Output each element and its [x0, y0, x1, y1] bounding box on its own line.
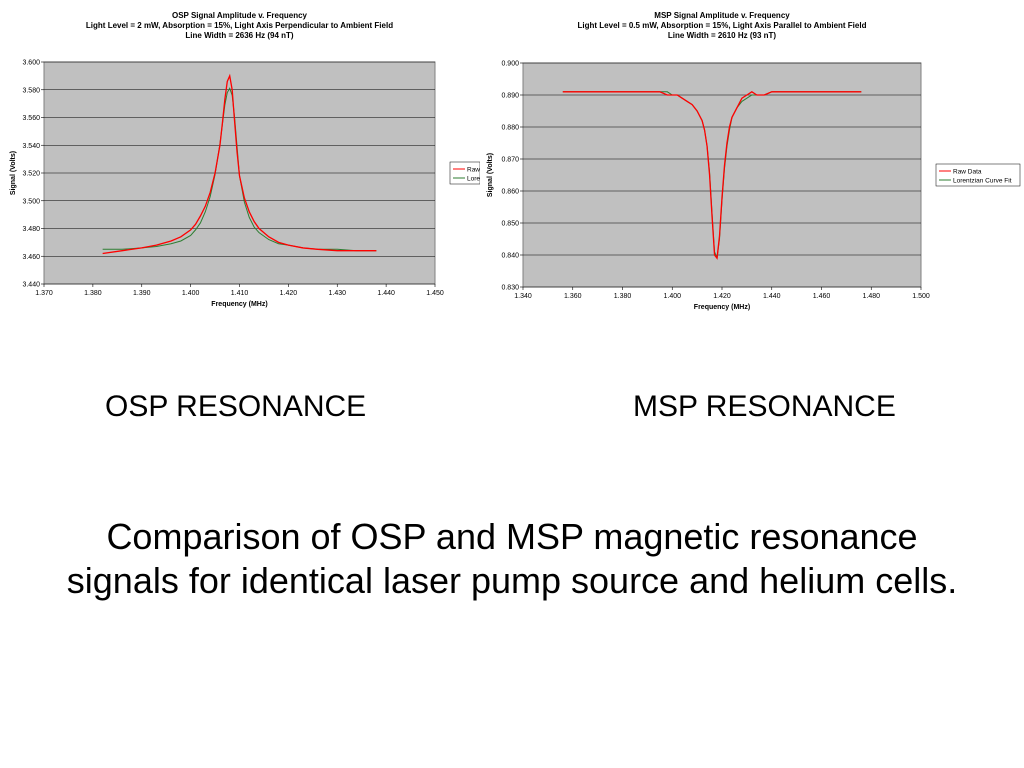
- osp-y-tick-label: 3.480: [22, 226, 40, 233]
- osp-resonance-caption: OSP RESONANCE: [105, 390, 367, 423]
- msp-chart-subtitle-1: Light Level = 0.5 mW, Absorption = 15%, …: [578, 21, 867, 30]
- msp-x-tick-label: 1.440: [763, 293, 781, 300]
- osp-y-tick-label: 3.600: [22, 60, 40, 67]
- slide-text-line-2: signals for identical laser pump source …: [66, 560, 958, 601]
- msp-plot-area: [522, 62, 922, 288]
- msp-chart-subtitle-2: Line Width = 2610 Hz (93 nT): [668, 31, 777, 40]
- msp-chart: MSP Signal Amplitude v. Frequency Light L…: [480, 0, 1024, 330]
- osp-x-tick-label: 1.440: [377, 290, 395, 297]
- osp-x-axis-label: Frequency (MHz): [211, 301, 267, 308]
- osp-x-tick-label: 1.400: [182, 290, 200, 297]
- msp-y-tick-label: 0.880: [501, 125, 519, 132]
- osp-x-tick-label: 1.420: [280, 290, 298, 297]
- msp-y-tick-label: 0.830: [501, 285, 519, 292]
- osp-series-raw-data-line: [102, 73, 377, 255]
- msp-y-tick-label: 0.850: [501, 221, 519, 228]
- osp-x-tick-label: 1.380: [84, 290, 102, 297]
- msp-x-tick-label: 1.460: [813, 293, 831, 300]
- msp-series-raw-data-line: [562, 91, 862, 260]
- msp-resonance-caption: MSP RESONANCE: [633, 390, 896, 423]
- slide-text-line-1: Comparison of OSP and MSP magnetic reson…: [106, 516, 918, 557]
- msp-y-tick-label: 0.860: [501, 189, 519, 196]
- msp-x-axis-label: Frequency (MHz): [694, 304, 750, 311]
- slide-body-text: Comparison of OSP and MSP magnetic reson…: [0, 515, 1024, 603]
- osp-chart-title: OSP Signal Amplitude v. Frequency: [172, 11, 308, 20]
- osp-y-tick-label: 3.580: [22, 87, 40, 94]
- osp-x-tick-label: 1.430: [328, 290, 346, 297]
- msp-y-tick-label: 0.870: [501, 157, 519, 164]
- msp-y-tick-label: 0.840: [501, 253, 519, 260]
- osp-y-tick-label: 3.440: [22, 282, 40, 289]
- msp-x-tick-label: 1.420: [713, 293, 731, 300]
- osp-x-tick-label: 1.390: [133, 290, 151, 297]
- osp-chart-subtitle-2: Line Width = 2636 Hz (94 nT): [185, 31, 294, 40]
- msp-legend-box: [935, 163, 1021, 187]
- osp-legend-label-1: Raw Data: [467, 167, 480, 174]
- msp-y-tick-label: 0.900: [501, 61, 519, 68]
- msp-y-axis-label: Signal (Volts): [487, 153, 494, 197]
- osp-chart: OSP Signal Amplitude v. Frequency Light L…: [0, 0, 526, 330]
- msp-x-tick-label: 1.400: [663, 293, 681, 300]
- msp-y-tick-label: 0.890: [501, 93, 519, 100]
- osp-x-tick-label: 1.450: [426, 290, 444, 297]
- msp-legend-label-1: Raw Data: [953, 169, 982, 176]
- osp-y-tick-label: 3.540: [22, 143, 40, 150]
- osp-y-tick-label: 3.460: [22, 254, 40, 261]
- osp-x-tick-label: 1.370: [35, 290, 53, 297]
- osp-chart-subtitle-1: Light Level = 2 mW, Absorption = 15%, Li…: [86, 21, 393, 30]
- osp-x-tick-label: 1.410: [231, 290, 249, 297]
- osp-y-tick-label: 3.500: [22, 198, 40, 205]
- msp-chart-title: MSP Signal Amplitude v. Frequency: [654, 11, 790, 20]
- osp-y-tick-label: 3.560: [22, 115, 40, 122]
- msp-x-tick-label: 1.380: [614, 293, 632, 300]
- msp-x-tick-label: 1.480: [862, 293, 880, 300]
- osp-y-tick-label: 3.520: [22, 171, 40, 178]
- msp-legend-label-2: Lorentzian Curve Fit: [953, 178, 1012, 185]
- msp-x-tick-label: 1.500: [912, 293, 930, 300]
- osp-y-axis-label: Signal (Volts): [10, 151, 17, 195]
- osp-legend-label-2: Lorentzian Curve Fit: [467, 176, 480, 183]
- msp-x-tick-label: 1.340: [514, 293, 532, 300]
- msp-x-tick-label: 1.360: [564, 293, 582, 300]
